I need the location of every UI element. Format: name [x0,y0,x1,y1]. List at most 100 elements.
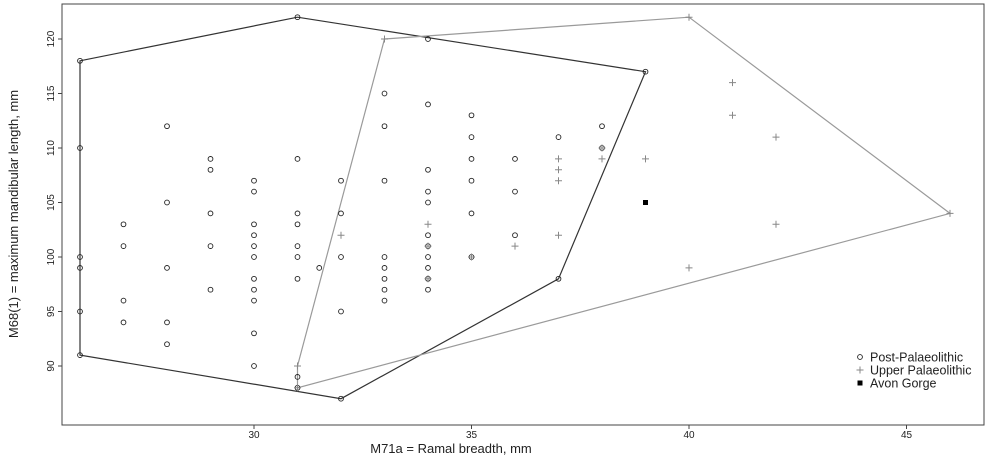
post-palaeolithic-point [425,232,431,239]
upper-palaeolithic-point [685,13,693,21]
y-tick-label: 90 [46,360,57,372]
post-palaeolithic-point [425,101,431,108]
upper-palaeolithic-point [555,166,562,174]
upper-palaeolithic-point [555,231,562,239]
upper-palaeolithic-point [424,275,432,283]
post-palaeolithic-point [77,308,83,315]
post-palaeolithic-point [294,14,301,21]
upper-palaeolithic-point [642,155,649,163]
post-palaeolithic-point [338,254,344,260]
legend-label-upper-palaeolithic: Upper Palaeolithic [870,364,971,378]
post-palaeolithic-point [207,166,214,173]
x-tick-label: 45 [901,430,913,441]
post-palaeolithic-point [164,265,170,271]
post-palaeolithic-point [294,156,301,162]
post-palaeolithic-point [251,188,257,195]
post-palaeolithic-point [251,275,257,282]
legend-marker-upper-palaeolithic [856,366,864,374]
y-axis-label: M68(1) = maximum mandibular length, mm [6,90,21,338]
upper-palaeolithic-point [337,231,345,239]
y-tick-label: 95 [46,306,57,318]
post-palaeolithic-point [425,199,431,206]
y-tick-label: 100 [46,248,57,265]
post-palaeolithic-point [425,265,431,271]
post-palaeolithic-point [338,308,344,315]
x-axis-label: M71a = Ramal breadth, mm [370,441,531,456]
post-palaeolithic-point [468,134,475,140]
post-palaeolithic-point [555,134,562,140]
legend-label-post-palaeolithic: Post-Palaeolithic [870,351,963,365]
upper-palaeolithic-point [772,220,780,228]
y-tick-label: 120 [46,30,57,47]
post-palaeolithic-point [164,123,170,130]
upper-palaeolithic-point [468,253,475,261]
post-palaeolithic-point [77,57,83,64]
post-palaeolithic-point [381,254,388,260]
post-palaeolithic-point [316,265,323,271]
post-palaeolithic-point [512,156,518,162]
post-palaeolithic-point [381,90,388,97]
post-palaeolithic-point [251,330,257,337]
upper-palaeolithic-point [555,177,562,185]
upper-palaeolithic-point [685,264,693,272]
post-palaeolithic-point [468,112,475,119]
post-palaeolithic-point [381,265,388,271]
post-palaeolithic-point [120,319,127,326]
post-palaeolithic-point [251,177,257,184]
post-palaeolithic-point [77,254,83,260]
y-tick-label: 105 [46,194,57,211]
post-palaeolithic-point [338,210,344,217]
post-palaeolithic-point [338,177,344,184]
upper-palaeolithic-point [729,79,736,87]
post-palaeolithic-point [207,286,214,293]
x-axis: 30 35 40 45 [248,425,912,441]
post-palaeolithic-point [251,232,257,239]
upper-palaeolithic-point [729,111,736,119]
y-tick-label: 115 [46,85,57,101]
post-palaeolithic-point [251,297,257,304]
post-palaeolithic-point [381,297,388,304]
post-palaeolithic-point [164,199,170,206]
post-palaeolithic-point [381,286,388,293]
post-palaeolithic-point [294,374,301,380]
upper-palaeolithic-point [294,362,301,370]
hull-layer [79,16,952,400]
upper-palaeolithic-point [946,209,954,217]
post-palaeolithic-point [381,275,388,282]
hull-upper-palaeolithic [296,16,952,389]
x-tick-label: 35 [466,430,478,441]
post-palaeolithic-point [251,243,257,249]
post-palaeolithic-point [468,177,475,184]
post-palaeolithic-point [207,156,214,162]
upper-palaeolithic-point [598,144,606,152]
post-palaeolithic-point [120,297,127,304]
post-palaeolithic-point [425,286,431,293]
post-palaeolithic-point [599,123,605,130]
point-layer [77,13,954,402]
y-axis: 90 95 100 105 110 115 120 [46,30,62,372]
post-palaeolithic-point [251,363,257,369]
post-palaeolithic-point [207,210,214,217]
post-palaeolithic-point [294,243,301,249]
upper-palaeolithic-point [598,155,606,163]
post-palaeolithic-point [425,36,431,42]
post-palaeolithic-point [468,210,475,217]
legend-marker-avon-gorge [857,380,863,386]
legend-marker-post-palaeolithic [857,354,863,360]
post-palaeolithic-point [425,188,431,195]
post-palaeolithic-point [381,177,388,184]
legend-label-avon-gorge: Avon Gorge [870,377,937,391]
y-tick-label: 110 [46,140,57,156]
post-palaeolithic-point [294,275,301,282]
upper-palaeolithic-point [294,384,301,392]
post-palaeolithic-point [512,232,518,239]
x-tick-label: 30 [248,430,260,441]
post-palaeolithic-point [164,341,170,348]
upper-palaeolithic-point [381,35,388,43]
avon-gorge-point [643,200,648,205]
hull-post-palaeolithic [79,16,647,400]
post-palaeolithic-point [642,68,649,75]
post-palaeolithic-point [120,221,127,228]
plot-frame [61,3,985,426]
